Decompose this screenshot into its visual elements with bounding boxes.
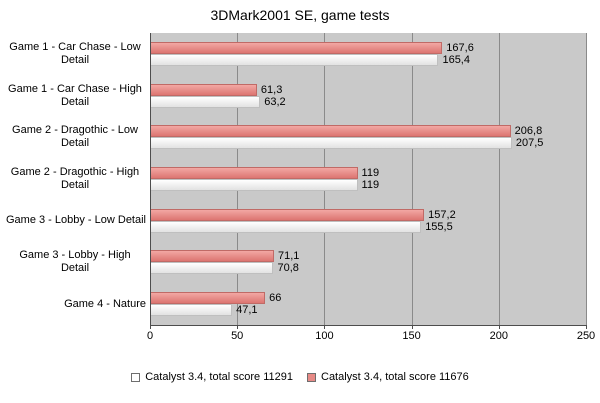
x-tick-label: 200 <box>489 330 508 342</box>
legend-label: Catalyst 3.4, total score 11291 <box>145 371 293 383</box>
x-tick-mark <box>498 326 500 329</box>
category-label-text: Game 2 - Dragothic - High Detail <box>10 165 140 191</box>
bar-series-1 <box>150 41 443 54</box>
value-label: 157,2 <box>428 208 456 221</box>
value-label: 63,2 <box>264 95 286 108</box>
bar-series-1 <box>150 208 425 221</box>
bar-series-2 <box>150 220 422 233</box>
bar-series-1 <box>150 125 511 138</box>
legend-item: Catalyst 3.4, total score 11291 <box>131 371 293 383</box>
value-label: 167,6 <box>446 41 474 54</box>
gridline <box>586 33 587 325</box>
x-tick-mark <box>237 326 239 329</box>
x-tick-label: 50 <box>231 330 244 342</box>
x-tick-label: 100 <box>315 330 334 342</box>
x-tick-label: 0 <box>146 330 154 342</box>
chart-plot-area: 167,6 165,4 61,3 63,2 206,8 207,5 119 119 157,2 1… <box>150 33 587 325</box>
bar-series-2 <box>150 95 261 108</box>
x-axis-line <box>150 325 587 326</box>
category-label-text: Game 4 - Nature <box>64 297 146 310</box>
value-label: 165,4 <box>442 53 470 66</box>
bar-series-2 <box>150 137 512 150</box>
legend-label: Catalyst 3.4, total score 11676 <box>321 371 469 383</box>
bar-series-2 <box>150 53 439 66</box>
x-tick-mark <box>150 326 151 329</box>
category-label-text: Game 3 - Lobby - Low Detail <box>5 214 146 227</box>
category-label: Game 1 - Car Chase - Low Detail <box>4 33 146 75</box>
chart-title: 3DMark2001 SE, game tests <box>210 7 390 23</box>
value-label: 61,3 <box>260 83 283 96</box>
bar-series-1 <box>150 250 274 263</box>
gridline <box>411 33 413 325</box>
bar-series-2 <box>150 179 358 191</box>
value-label: 47,1 <box>236 304 258 317</box>
bar-series-2 <box>150 262 274 275</box>
bar-series-1 <box>150 83 257 96</box>
bar-series-1 <box>150 292 266 305</box>
y-axis-line <box>150 33 151 326</box>
category-label: Game 1 - Car Chase - High Detail <box>4 75 146 117</box>
category-label: Game 2 - Dragothic - High Detail <box>4 158 146 200</box>
category-axis: Game 1 - Car Chase - Low Detail Game 1 - … <box>4 33 146 325</box>
category-label-text: Game 2 - Dragothic - Low Detail <box>12 124 138 150</box>
value-label: 66 <box>269 292 282 305</box>
category-label-text: Game 1 - Car Chase - High Detail <box>8 82 142 108</box>
x-tick-mark <box>411 326 413 329</box>
value-label: 119 <box>361 179 380 191</box>
value-label: 70,8 <box>277 262 299 275</box>
value-label: 71,1 <box>277 250 300 263</box>
x-tick-mark <box>324 326 326 329</box>
value-label: 207,5 <box>515 137 544 150</box>
category-label: Game 3 - Lobby - High Detail <box>4 242 146 284</box>
x-tick-mark <box>586 326 587 329</box>
category-label: Game 4 - Nature <box>4 283 146 325</box>
legend-swatch <box>131 372 141 382</box>
value-label: 155,5 <box>425 220 453 233</box>
legend-swatch <box>307 372 316 382</box>
category-label-text: Game 3 - Lobby - High Detail <box>19 249 131 275</box>
category-label: Game 2 - Dragothic - Low Detail <box>4 116 146 158</box>
category-label: Game 3 - Lobby - Low Detail <box>4 200 146 242</box>
x-tick-label: 250 <box>576 330 596 342</box>
value-label: 119 <box>361 167 380 179</box>
bar-series-2 <box>150 304 233 317</box>
x-axis: 0 50 100 150 200 250 <box>146 326 595 344</box>
bar-series-1 <box>150 167 358 179</box>
legend: Catalyst 3.4, total score 11291 Catalyst … <box>0 371 600 383</box>
x-tick-label: 150 <box>402 330 421 342</box>
legend-item: Catalyst 3.4, total score 11676 <box>307 371 469 383</box>
gridline <box>498 33 500 325</box>
value-label: 206,8 <box>514 125 543 138</box>
category-label-text: Game 1 - Car Chase - Low Detail <box>9 40 141 66</box>
